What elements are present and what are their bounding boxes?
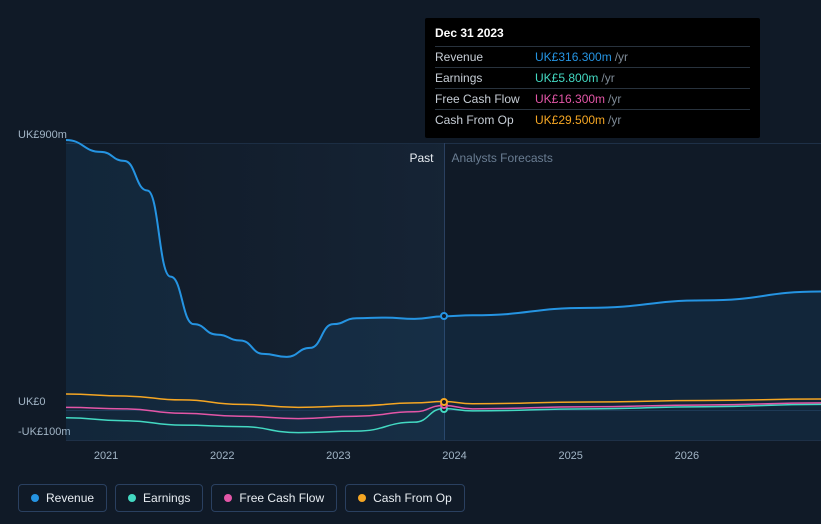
tooltip-row: RevenueUK£316.300m/yr bbox=[435, 46, 750, 67]
tooltip-suffix: /yr bbox=[615, 50, 628, 64]
legend-label: Revenue bbox=[46, 491, 94, 505]
tooltip-suffix: /yr bbox=[608, 113, 621, 127]
legend-dot bbox=[358, 494, 366, 502]
plot-region[interactable]: Past Analysts Forecasts bbox=[66, 143, 821, 440]
plot-svg bbox=[66, 143, 821, 440]
y-tick-label: UK£0 bbox=[18, 396, 46, 408]
x-tick-label: 2021 bbox=[94, 450, 118, 462]
legend-dot bbox=[224, 494, 232, 502]
tooltip-value: UK£16.300m bbox=[535, 92, 605, 106]
tooltip-value: UK£316.300m bbox=[535, 50, 612, 64]
tooltip: Dec 31 2023 RevenueUK£316.300m/yrEarning… bbox=[425, 18, 760, 138]
x-tick-label: 2022 bbox=[210, 450, 234, 462]
x-tick-label: 2026 bbox=[675, 450, 699, 462]
tooltip-label: Cash From Op bbox=[435, 113, 535, 127]
tooltip-title: Dec 31 2023 bbox=[435, 26, 750, 46]
tooltip-row: Free Cash FlowUK£16.300m/yr bbox=[435, 88, 750, 109]
tooltip-suffix: /yr bbox=[601, 71, 614, 85]
legend-label: Cash From Op bbox=[373, 491, 452, 505]
legend: Revenue Earnings Free Cash Flow Cash From O… bbox=[18, 484, 465, 512]
tooltip-label: Revenue bbox=[435, 50, 535, 64]
x-tick-label: 2025 bbox=[558, 450, 582, 462]
legend-item-cfo[interactable]: Cash From Op bbox=[345, 484, 465, 512]
x-tick-label: 2024 bbox=[442, 450, 466, 462]
tooltip-row: EarningsUK£5.800m/yr bbox=[435, 67, 750, 88]
legend-dot bbox=[128, 494, 136, 502]
marker-cfo bbox=[440, 398, 448, 406]
tooltip-label: Free Cash Flow bbox=[435, 92, 535, 106]
marker-revenue bbox=[440, 312, 448, 320]
legend-item-revenue[interactable]: Revenue bbox=[18, 484, 107, 512]
legend-item-earnings[interactable]: Earnings bbox=[115, 484, 203, 512]
legend-label: Free Cash Flow bbox=[239, 491, 324, 505]
legend-dot bbox=[31, 494, 39, 502]
tooltip-value: UK£5.800m bbox=[535, 71, 598, 85]
y-tick-label: UK£900m bbox=[18, 129, 67, 141]
legend-label: Earnings bbox=[143, 491, 190, 505]
tooltip-label: Earnings bbox=[435, 71, 535, 85]
tooltip-value: UK£29.500m bbox=[535, 113, 605, 127]
gridline bbox=[66, 440, 821, 441]
y-tick-label: -UK£100m bbox=[18, 426, 71, 438]
x-tick-label: 2023 bbox=[326, 450, 350, 462]
tooltip-row: Cash From OpUK£29.500m/yr bbox=[435, 109, 750, 130]
tooltip-suffix: /yr bbox=[608, 92, 621, 106]
legend-item-fcf[interactable]: Free Cash Flow bbox=[211, 484, 337, 512]
